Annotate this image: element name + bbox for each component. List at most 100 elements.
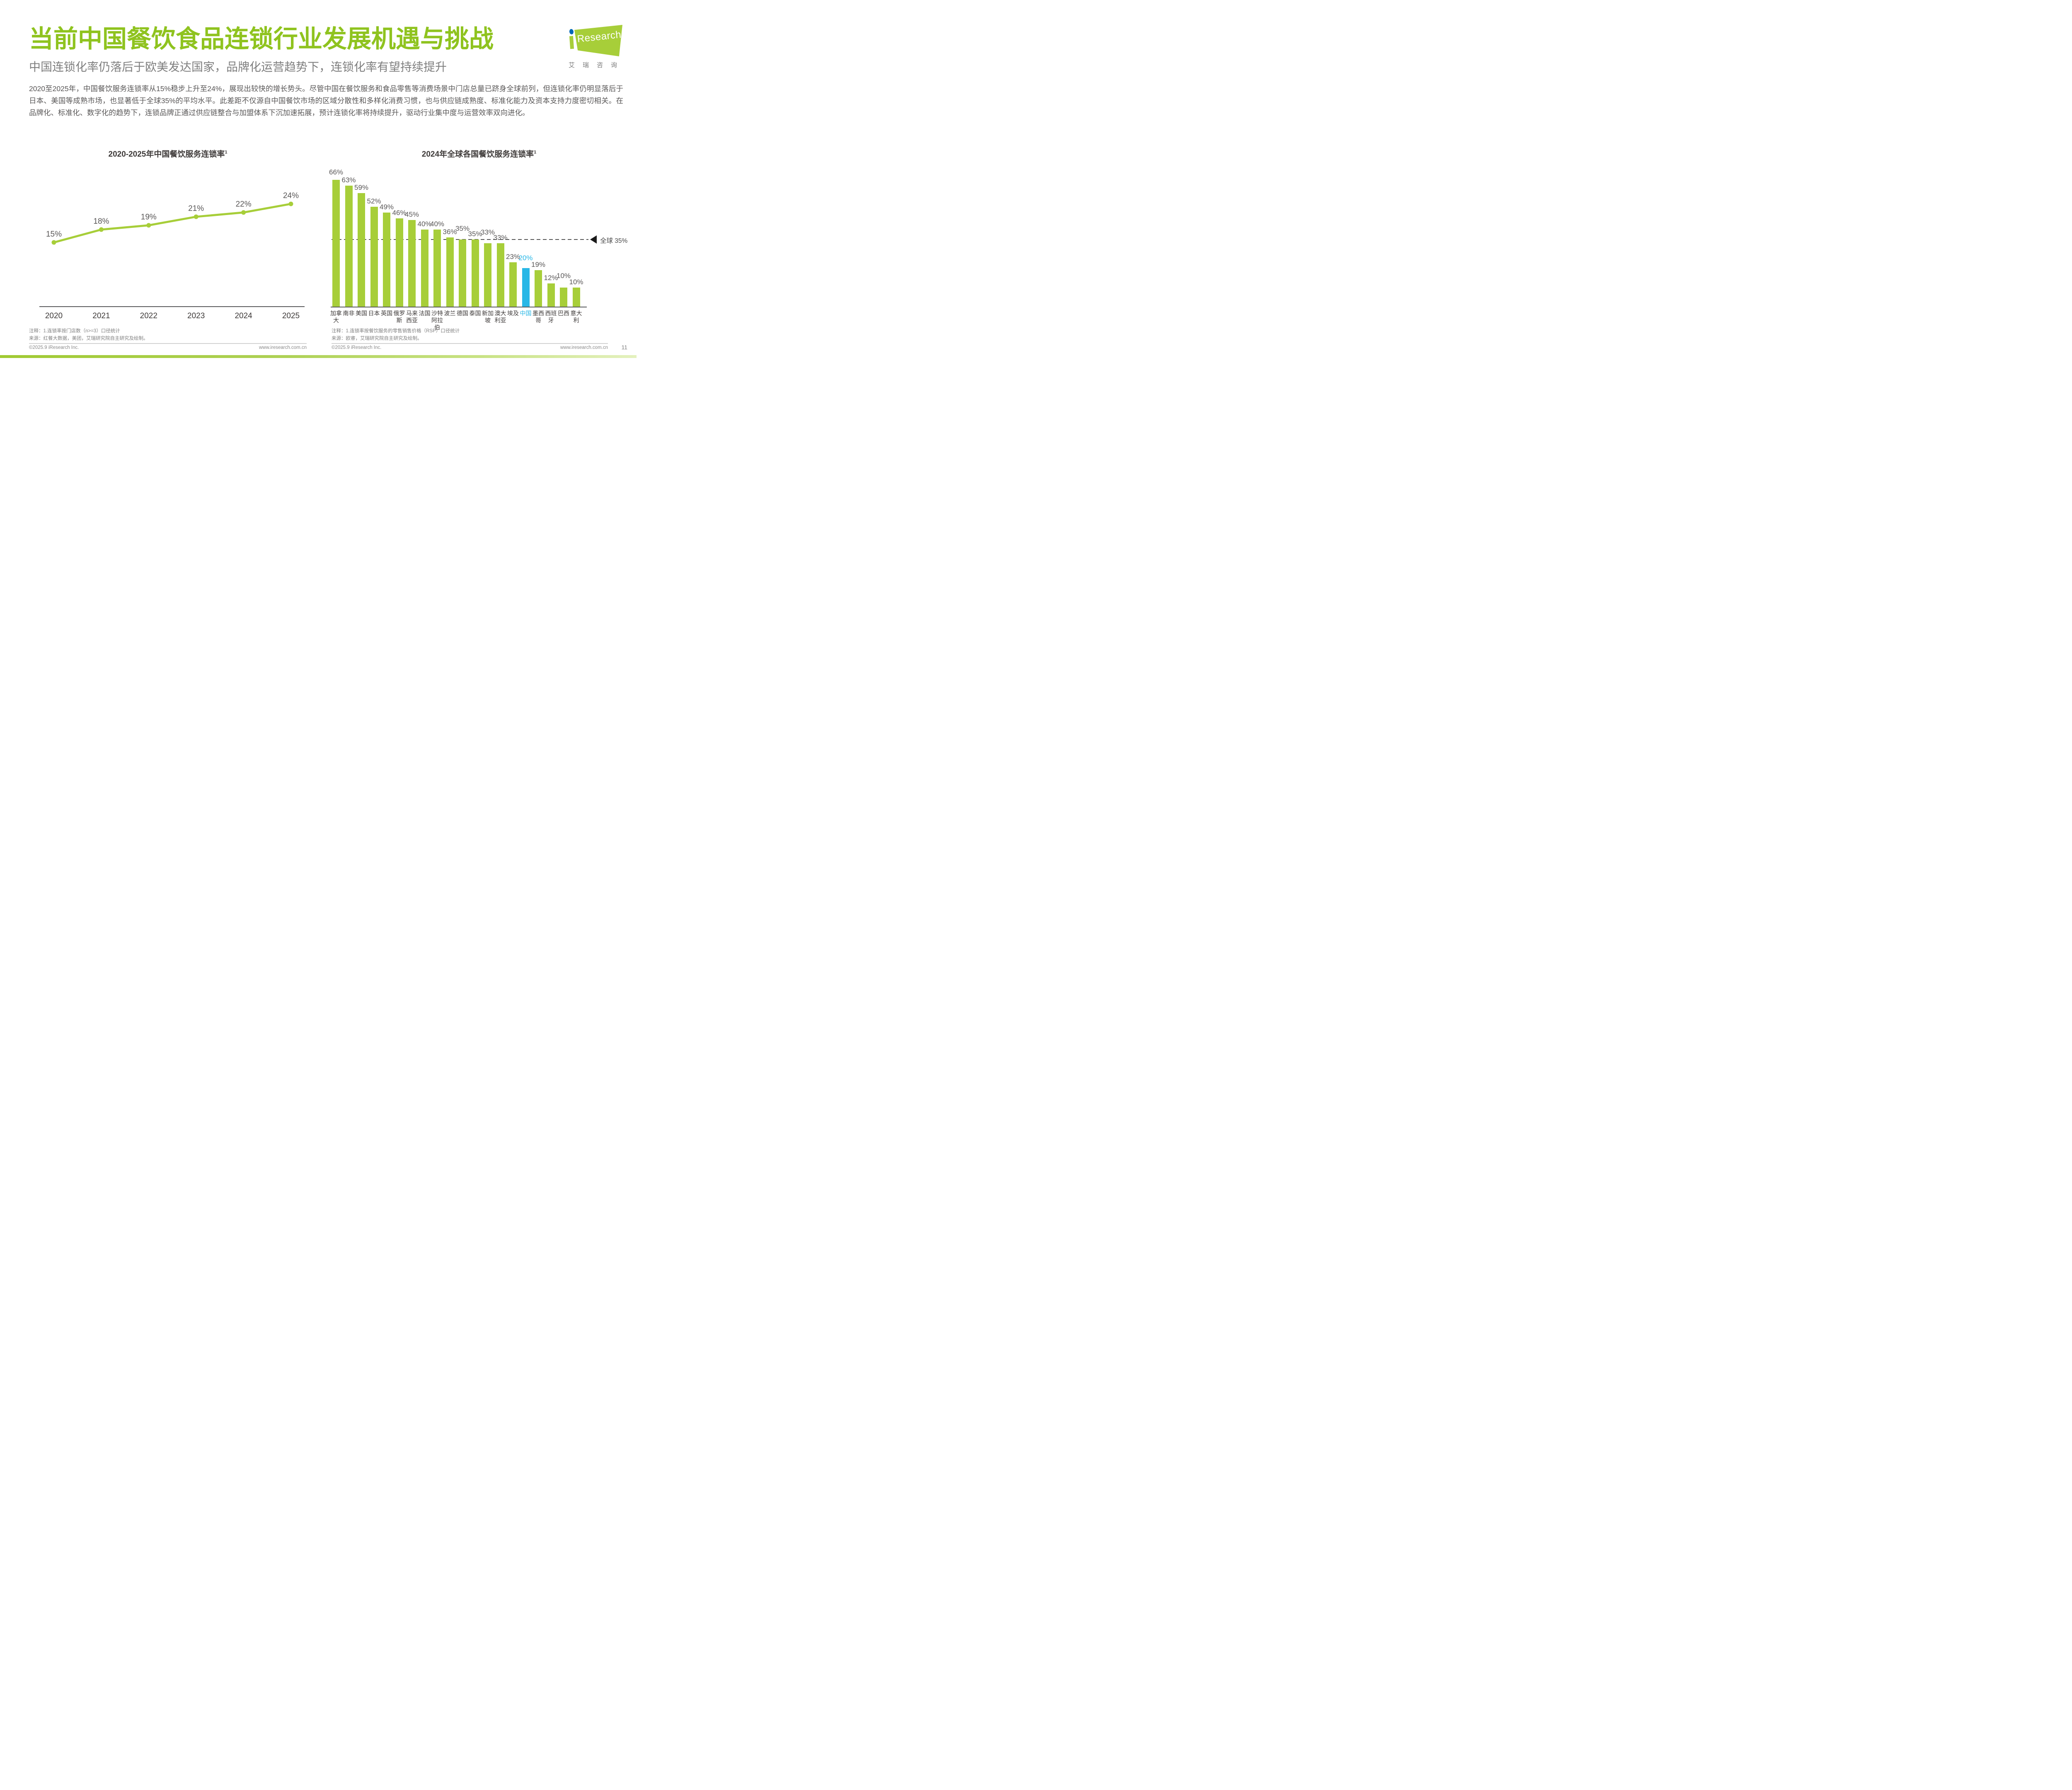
report-page: 当前中国餐饮食品连锁行业发展机遇与挑战 Research 艾瑞咨询 中国连锁化率… <box>0 0 637 358</box>
bar-category-label: 马来西亚 <box>406 310 418 324</box>
bar-1 <box>345 185 353 307</box>
bar-value-label: 40% <box>430 220 445 228</box>
x-axis-tick-label: 2023 <box>187 312 205 320</box>
bar-value-label: 33% <box>480 228 495 236</box>
bar-value-label: 20% <box>518 254 533 262</box>
china-chain-rate-line-chart: 15% 2020 18% 2021 19% 2022 21% 2023 22% 2024 24% 20… <box>29 157 307 327</box>
page-title: 当前中国餐饮食品连锁行业发展机遇与挑战 <box>29 25 494 53</box>
bar-category-label: 中国 <box>520 310 532 317</box>
data-point <box>146 223 151 228</box>
bar-7 <box>421 230 428 307</box>
footer-right: ©2025.9 iResearch Inc. www.iresearch.com… <box>332 345 608 350</box>
logo-i-dot-icon <box>569 29 574 35</box>
bar-value-label: 12% <box>544 274 558 282</box>
iresearch-logo: Research 艾瑞咨询 <box>566 23 628 71</box>
bar-category-label: 法国 <box>419 310 431 317</box>
bar-value-label: 10% <box>556 271 571 280</box>
website-right: www.iresearch.com.cn <box>560 345 608 350</box>
bar-14 <box>509 262 517 307</box>
data-point-label: 19% <box>141 213 157 222</box>
global-chain-rate-bar-chart: 全球 35% 66% 加拿大 63% 南非 59% 美国 52% 日本 49% 英国 46% 俄罗斯 4… <box>329 157 628 340</box>
bar-value-label: 49% <box>379 203 394 211</box>
bar-category-label: 西班牙 <box>545 310 557 324</box>
bar-value-label: 19% <box>531 260 546 268</box>
bar-value-label: 52% <box>367 197 381 205</box>
bar-value-label: 10% <box>569 278 583 286</box>
bar-value-label: 40% <box>417 220 432 228</box>
line-chart-title-superscript: 1 <box>225 150 228 155</box>
x-axis-tick-label: 2022 <box>140 312 157 320</box>
bar-category-label: 波兰 <box>444 310 456 317</box>
line-chart-note: 注释：1.连锁率按门店数（n>=3）口径统计 <box>29 329 120 334</box>
copyright-right: ©2025.9 iResearch Inc. <box>332 345 382 350</box>
data-point <box>288 201 293 206</box>
bar-category-label: 德国 <box>457 310 468 317</box>
bar-17 <box>547 283 555 307</box>
copyright-left: ©2025.9 iResearch Inc. <box>29 345 79 350</box>
line-chart-svg: 15% 2020 18% 2021 19% 2022 21% 2023 22% 2024 24% 20… <box>39 191 305 320</box>
bar-15 <box>522 268 530 307</box>
footer-divider-left <box>29 343 307 344</box>
bar-4 <box>383 212 390 307</box>
bar-value-label: 36% <box>443 227 457 236</box>
bar-6 <box>408 220 416 307</box>
bar-category-label: 英国 <box>381 310 392 317</box>
bar-category-label: 俄罗斯 <box>393 310 405 324</box>
bar-category-label: 墨西哥 <box>533 310 544 324</box>
bar-value-label: 63% <box>341 176 356 184</box>
footer-left: ©2025.9 iResearch Inc. www.iresearch.com… <box>29 345 307 350</box>
bar-category-label: 日本 <box>368 310 380 317</box>
x-axis-tick-label: 2020 <box>45 312 63 320</box>
bar-category-label: 泰国 <box>469 310 481 317</box>
website-left: www.iresearch.com.cn <box>259 345 307 350</box>
data-point-label: 22% <box>236 200 252 209</box>
bar-value-label: 46% <box>392 208 407 217</box>
global-average-label: 全球 35% <box>600 237 628 244</box>
bar-10 <box>459 239 466 307</box>
bar-chart-title-superscript: 1 <box>534 150 537 155</box>
bar-2 <box>358 193 365 307</box>
logo-i-stem-icon <box>569 36 574 49</box>
bar-value-label: 35% <box>455 224 470 232</box>
page-subtitle: 中国连锁化率仍落后于欧美发达国家，品牌化运营趋势下，连锁化率有望持续提升 <box>29 60 447 73</box>
line-chart-title: 2020-2025年中国餐饮服务连锁率1 <box>29 148 307 159</box>
logo-caption: 艾瑞咨询 <box>569 62 625 69</box>
bar-category-label: 加拿大 <box>330 310 342 324</box>
bar-13 <box>496 243 504 307</box>
data-point-label: 15% <box>46 230 62 239</box>
bar-chart-note: 注释：1.连锁率按餐饮服务的零售销售价格（RSP）口径统计 <box>332 329 460 334</box>
bar-3 <box>370 206 378 307</box>
bar-chart-source: 来源：欧睿，艾瑞研究院自主研究及绘制。 <box>332 336 422 341</box>
bar-value-label: 45% <box>404 210 419 219</box>
x-axis-tick-label: 2025 <box>282 312 300 320</box>
data-point <box>51 240 56 245</box>
x-axis-tick-label: 2021 <box>92 312 110 320</box>
bar-9 <box>446 237 454 307</box>
bar-category-label: 沙特阿拉伯 <box>431 310 443 331</box>
bar-8 <box>433 230 441 307</box>
bar-16 <box>535 270 542 307</box>
page-number: 11 <box>621 344 627 351</box>
bar-category-label: 意大利 <box>570 310 582 324</box>
bar-category-label: 巴西 <box>558 310 569 317</box>
bar-category-label: 埃及 <box>507 310 519 317</box>
trend-line <box>53 203 291 244</box>
bar-12 <box>484 243 491 307</box>
bar-category-label: 南非 <box>343 310 355 317</box>
data-point-label: 18% <box>93 217 109 226</box>
data-point-label: 24% <box>283 191 299 200</box>
footer-divider-right <box>332 343 608 344</box>
bar-value-label: 23% <box>506 253 520 261</box>
body-paragraph: 2020至2025年，中国餐饮服务连锁率从15%稳步上升至24%，展现出较快的增… <box>29 85 623 117</box>
bar-value-label: 35% <box>468 230 482 238</box>
bar-value-label: 66% <box>329 168 344 176</box>
x-axis-tick-label: 2024 <box>235 312 252 320</box>
data-point <box>99 227 104 232</box>
bar-category-label: 美国 <box>356 310 367 317</box>
data-point <box>241 210 246 215</box>
bar-19 <box>572 287 580 307</box>
bar-value-label: 59% <box>354 184 369 192</box>
bar-chart-title: 2024年全球各国餐饮服务连锁率1 <box>332 148 627 159</box>
line-chart-title-text: 2020-2025年中国餐饮服务连锁率 <box>108 150 225 159</box>
bar-value-label: 33% <box>493 233 508 242</box>
